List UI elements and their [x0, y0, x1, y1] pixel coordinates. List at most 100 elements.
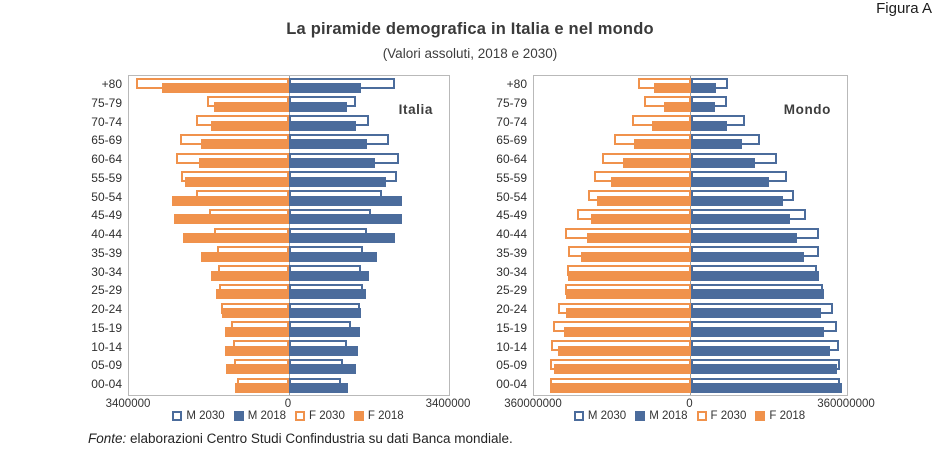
bar-m-2018	[289, 289, 366, 300]
bar-m-2018	[690, 176, 769, 187]
region-label: Italia	[398, 102, 433, 117]
age-axis-label: 60-64	[496, 152, 527, 166]
bar-m-2018	[289, 308, 362, 319]
x-axis-tick: 360000000	[817, 398, 875, 410]
age-axis-label: 30-34	[496, 264, 527, 279]
age-axis-label: +80	[506, 77, 527, 91]
bar-f-2018	[200, 139, 289, 150]
age-axis-label: 15-19	[496, 320, 527, 335]
legend-item: M 2018	[233, 410, 286, 422]
age-axis-label: 00-04	[91, 377, 122, 391]
bar-f-2018	[663, 101, 691, 112]
region-label: Mondo	[783, 102, 831, 117]
age-axis-label: 35-39	[496, 245, 527, 260]
source-text: elaborazioni Centro Studi Confindustria …	[126, 431, 513, 446]
age-axis-label: 30-34	[91, 264, 122, 279]
bar-f-2018	[654, 83, 691, 93]
bar-f-2018	[610, 176, 691, 187]
bar-f-2018	[214, 101, 289, 112]
age-axis-label: 10-14	[91, 339, 122, 354]
x-axis-tick: 0	[284, 398, 292, 410]
bar-m-2018	[690, 251, 805, 262]
legend-label: M 2030	[186, 410, 225, 422]
legend-swatch-f-2030	[696, 411, 707, 421]
age-axis-label: 75-79	[91, 95, 122, 110]
age-axis-label: 50-54	[91, 189, 122, 204]
bar-f-2018	[215, 289, 289, 300]
legend-item: M 2030	[172, 410, 225, 422]
bar-f-2018	[566, 308, 691, 319]
legend: M 2030 M 2018 F 2030 F 2018	[533, 410, 846, 422]
bar-f-2018	[222, 308, 289, 319]
age-axis-label: 50-54	[496, 189, 527, 204]
legend-swatch-m-2018	[233, 411, 244, 421]
bar-f-2018	[652, 120, 691, 131]
bar-m-2018	[690, 308, 821, 319]
bar-f-2018	[199, 158, 289, 169]
bar-m-2018	[289, 158, 375, 169]
age-axis-label: 70-74	[496, 114, 527, 129]
bar-f-2018	[225, 345, 289, 356]
legend-item: F 2030	[696, 410, 746, 422]
legend-label: F 2018	[367, 410, 404, 422]
legend: M 2030 M 2018 F 2030 F 2018	[128, 410, 448, 422]
age-axis-label: 75-79	[496, 95, 527, 110]
age-axis-label: 70-74	[91, 114, 122, 129]
legend-item: M 2018	[635, 410, 688, 422]
age-axis-label: 25-29	[496, 283, 527, 298]
bar-f-2018	[564, 326, 691, 337]
bar-m-2018	[289, 120, 357, 131]
age-axis-label: 35-39	[91, 245, 122, 260]
bar-f-2018	[172, 195, 289, 206]
plot-area: Italia	[128, 75, 450, 396]
legend-item: F 2018	[353, 410, 404, 422]
page-title: La piramide demografica in Italia e nel …	[286, 20, 654, 38]
bar-f-2018	[622, 158, 691, 169]
legend-swatch-f-2018	[755, 411, 766, 421]
bar-m-2018	[690, 289, 825, 300]
bar-m-2018	[289, 195, 403, 206]
bar-f-2018	[184, 176, 289, 187]
age-axis-label: 20-24	[91, 302, 122, 316]
bar-m-2018	[690, 195, 783, 206]
bar-f-2018	[183, 233, 289, 244]
bar-m-2018	[289, 233, 395, 244]
bar-f-2018	[201, 251, 289, 262]
bar-m-2018	[289, 251, 378, 262]
age-axis-label: 05-09	[496, 358, 527, 373]
age-axis-label: 45-49	[496, 208, 527, 223]
bar-f-2018	[210, 120, 289, 131]
source-note: Fonte: elaborazioni Centro Studi Confind…	[88, 431, 513, 446]
bar-m-2018	[289, 270, 369, 281]
bar-f-2018	[549, 383, 691, 394]
bar-m-2018	[289, 383, 348, 394]
bar-m-2018	[690, 101, 715, 112]
age-axis-label: 25-29	[91, 283, 122, 298]
bar-m-2018	[690, 345, 831, 356]
bar-m-2018	[690, 270, 819, 281]
legend-swatch-f-2030	[295, 411, 306, 421]
age-axis-label: 40-44	[496, 227, 527, 241]
bar-f-2018	[174, 214, 289, 225]
bar-f-2018	[597, 195, 691, 206]
age-axis-label: 55-59	[496, 170, 527, 185]
bar-m-2018	[289, 176, 387, 187]
legend-swatch-m-2018	[635, 411, 646, 421]
bar-m-2018	[289, 364, 356, 375]
bar-f-2018	[566, 289, 691, 300]
bar-m-2018	[690, 139, 742, 150]
bar-m-2018	[690, 83, 716, 93]
age-axis-label: 00-04	[496, 377, 527, 391]
age-axis-label: 15-19	[91, 320, 122, 335]
age-axis-label: 65-69	[496, 133, 527, 148]
bar-f-2018	[234, 383, 289, 394]
age-axis-label: 65-69	[91, 133, 122, 148]
bar-m-2018	[690, 120, 727, 131]
age-axis-label: 60-64	[91, 152, 122, 166]
bar-m-2018	[690, 326, 825, 337]
bar-f-2018	[161, 83, 289, 93]
legend-label: M 2030	[587, 410, 627, 422]
bar-m-2018	[289, 326, 360, 337]
figure-label: Figura A	[876, 0, 932, 17]
